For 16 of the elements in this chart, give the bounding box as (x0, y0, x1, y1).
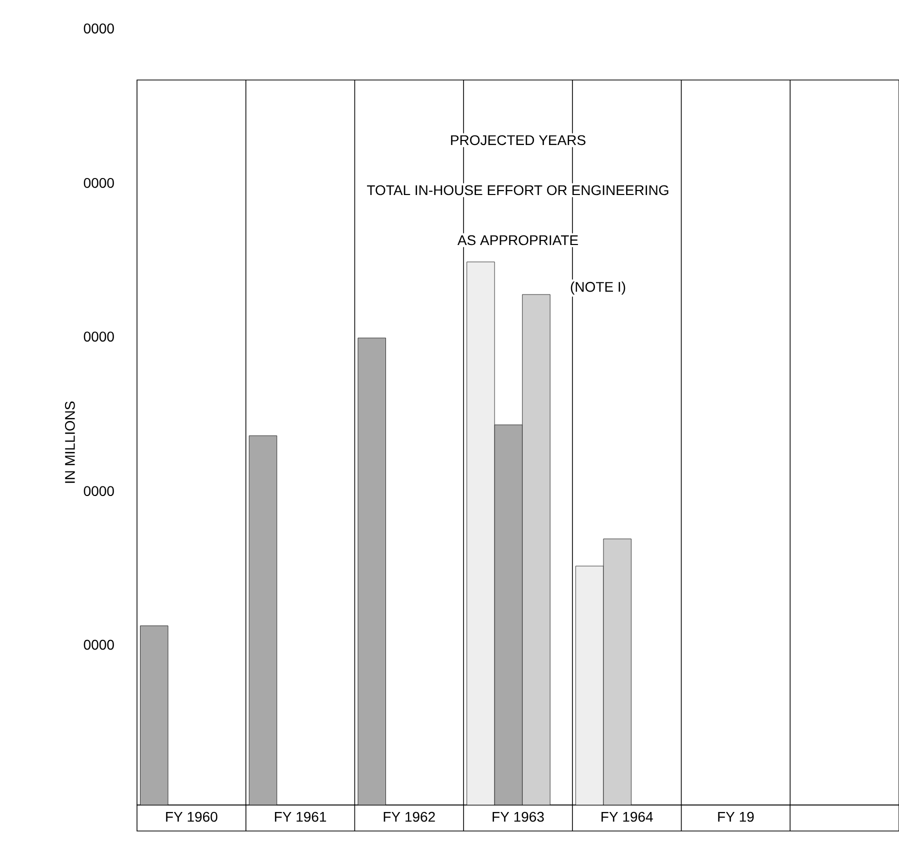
x-tick-label: FY 1962 (384, 812, 435, 822)
text: 0000 (84, 332, 114, 342)
text: 0000 (84, 486, 114, 496)
text: 0000 (84, 178, 114, 188)
x-tick-label: FY 1961 (274, 812, 326, 822)
annotation: (NOTE I) (570, 282, 626, 295)
text: PROJECTED YEARS (451, 135, 586, 146)
x-tick-label: FY 1963 (492, 812, 544, 822)
text: 0000 (84, 24, 114, 34)
x-tick-label: FY 19 (718, 812, 754, 822)
y-axis-title: IN MILLIONS (64, 402, 75, 483)
text: AS APPROPRIATE (457, 235, 578, 246)
text: 0000 (84, 640, 114, 650)
x-tick-label: FY 1964 (602, 812, 653, 822)
text: TOTAL IN-HOUSE EFFORT OR ENGINEERING (367, 185, 668, 196)
x-tick-label: FY 1960 (166, 812, 218, 822)
